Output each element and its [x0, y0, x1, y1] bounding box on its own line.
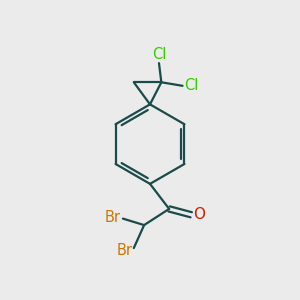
Text: Br: Br [105, 210, 121, 225]
Text: O: O [194, 207, 206, 222]
Text: Br: Br [116, 244, 132, 259]
Text: Cl: Cl [152, 47, 166, 62]
Text: Cl: Cl [184, 78, 198, 93]
